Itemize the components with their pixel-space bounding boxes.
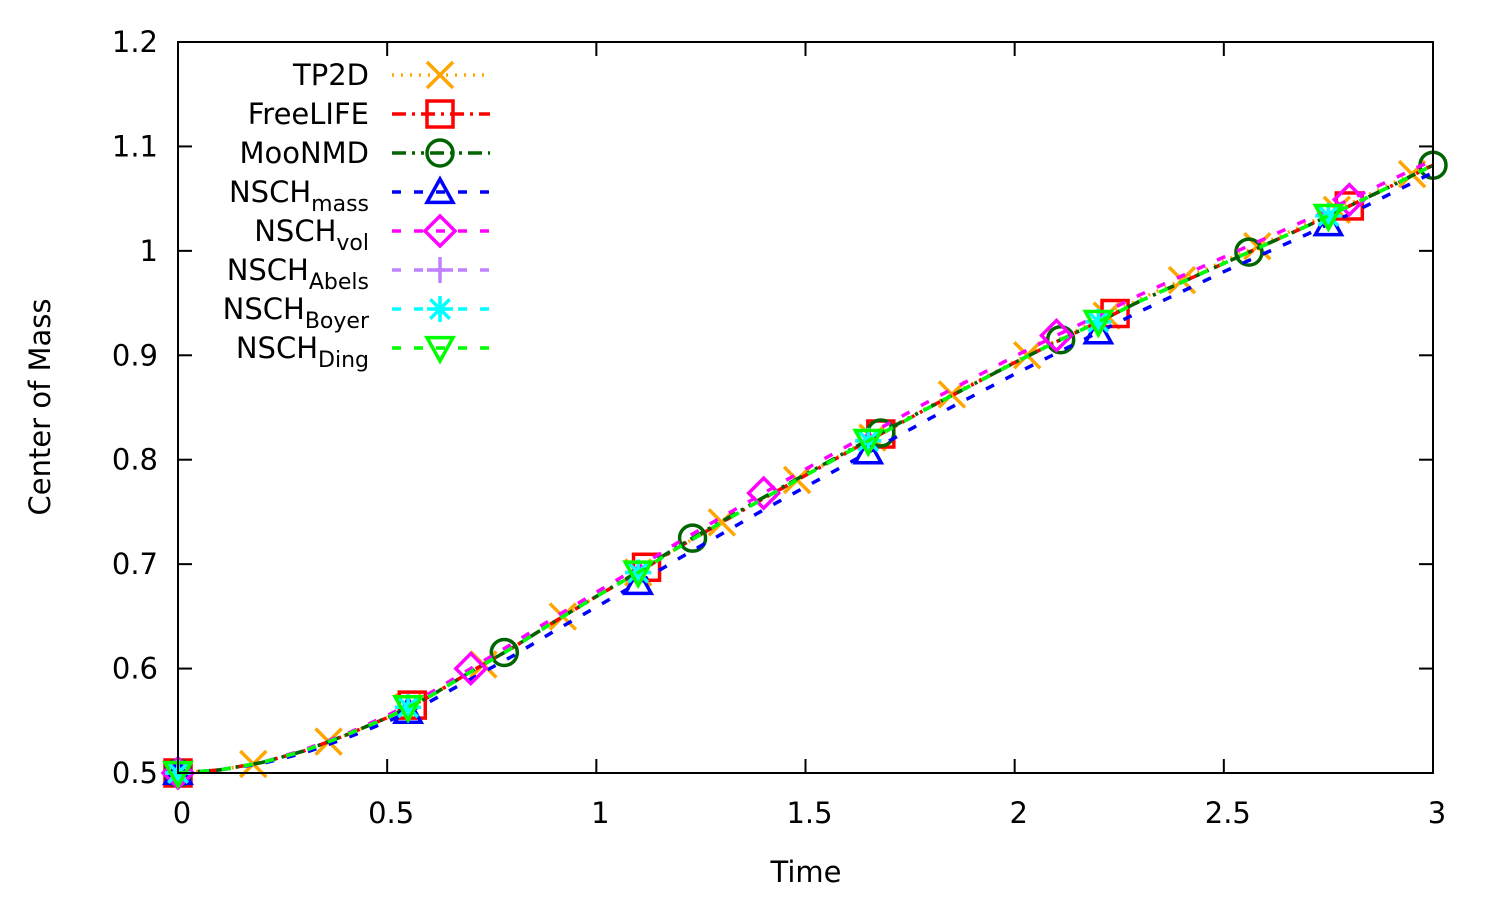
marker-circle xyxy=(1234,237,1264,267)
legend-entry: NSCHmass xyxy=(229,175,490,217)
series-layer xyxy=(160,150,1448,791)
marker-triangle-up xyxy=(622,566,655,596)
y-tick-label: 1.1 xyxy=(112,129,158,163)
marker-triangle-up xyxy=(424,175,456,205)
marker-cross xyxy=(425,60,455,90)
legend-label-main: NSCH xyxy=(236,331,318,365)
legend-label-main: MooNMD xyxy=(239,136,369,170)
legend-label-subscript: Abels xyxy=(309,270,369,295)
marker-star xyxy=(395,694,422,721)
y-tick-label: 0.9 xyxy=(112,338,158,372)
marker-diamond xyxy=(1039,317,1074,353)
marker-square xyxy=(425,99,455,129)
legend-entry: NSCHvol xyxy=(254,213,490,256)
x-tick-label: 1 xyxy=(591,796,609,830)
marker-diamond xyxy=(746,475,782,511)
y-tick-label: 1.2 xyxy=(112,25,158,59)
legend-label-main: NSCH xyxy=(254,214,336,248)
legend-entry: TP2D xyxy=(292,58,490,92)
marker-diamond xyxy=(422,213,458,249)
legend-label-subscript: vol xyxy=(336,231,369,256)
legend-entry: NSCHAbels xyxy=(227,253,490,295)
marker-triangle-down xyxy=(424,335,456,365)
series-line xyxy=(177,158,1434,775)
legend-label: NSCHBoyer xyxy=(223,292,370,334)
legend: TP2DFreeLIFEMooNMDNSCHmassNSCHvolNSCHAbe… xyxy=(223,58,490,373)
x-tick-label: 2 xyxy=(1009,796,1027,830)
y-tick-label: 0.8 xyxy=(112,443,158,477)
legend-label-subscript: Ding xyxy=(318,348,369,373)
legend-entry: FreeLIFE xyxy=(248,97,490,131)
legend-label: NSCHvol xyxy=(254,214,369,256)
marker-triangle-down xyxy=(392,695,425,724)
legend-label: TP2D xyxy=(292,58,369,92)
legend-label-main: TP2D xyxy=(292,58,369,92)
series-nsch-boyer xyxy=(165,163,1434,786)
marker-cross xyxy=(1243,232,1272,261)
series-nsch-ding xyxy=(162,163,1434,790)
marker-triangle-up xyxy=(852,435,885,465)
y-tick-label: 0.6 xyxy=(112,652,158,686)
ticks: 0 0.5 1 1.5 2 2.5 3 0.5 0.6 0.7 0.8 0.9 1 1.1 1.2 xyxy=(112,25,1446,830)
series-line xyxy=(177,170,1434,775)
legend-label-main: NSCH xyxy=(223,292,305,326)
x-tick-label: 0 xyxy=(173,796,191,830)
x-tick-label: 2.5 xyxy=(1205,796,1251,830)
legend-entry: NSCHBoyer xyxy=(223,292,490,334)
x-tick-label: 3 xyxy=(1428,796,1446,830)
marker-diamond xyxy=(1331,182,1367,218)
marker-star xyxy=(427,296,453,322)
marker-circle xyxy=(677,523,708,553)
marker-plus xyxy=(427,257,453,283)
legend-label-main: NSCH xyxy=(227,253,309,287)
y-tick-label: 1 xyxy=(140,234,158,268)
legend-label-subscript: mass xyxy=(311,192,369,217)
legend-label: NSCHDing xyxy=(236,331,369,373)
legend-label: MooNMD xyxy=(239,136,369,170)
series-line xyxy=(177,162,1434,775)
marker-triangle-down xyxy=(1312,203,1345,233)
marker-triangle-down xyxy=(622,560,655,590)
legend-label-main: FreeLIFE xyxy=(248,97,369,131)
series-nsch-abels xyxy=(165,163,1434,786)
legend-label: NSCHmass xyxy=(229,175,369,217)
marker-triangle-up xyxy=(1082,315,1115,345)
marker-triangle-down xyxy=(1082,309,1115,339)
legend-label-subscript: Boyer xyxy=(305,309,370,334)
marker-circle xyxy=(489,637,520,668)
marker-star xyxy=(1315,202,1342,229)
legend-label: FreeLIFE xyxy=(248,97,369,131)
marker-circle xyxy=(425,138,455,168)
series-freelife xyxy=(163,163,1434,788)
x-axis-label: Time xyxy=(770,855,842,889)
x-tick-label: 0.5 xyxy=(368,796,414,830)
legend-label: NSCHAbels xyxy=(227,253,369,295)
legend-label-main: NSCH xyxy=(229,175,311,209)
legend-entry: MooNMD xyxy=(239,136,490,170)
y-axis-label: Center of Mass xyxy=(23,298,57,515)
legend-entry: NSCHDing xyxy=(236,331,490,373)
marker-diamond xyxy=(453,651,489,687)
marker-triangle-down xyxy=(852,428,885,458)
x-tick-label: 1.5 xyxy=(786,796,832,830)
y-tick-label: 0.5 xyxy=(112,756,158,790)
series-line xyxy=(177,163,1434,775)
y-tick-label: 0.7 xyxy=(112,547,158,581)
marker-star xyxy=(1085,308,1112,335)
